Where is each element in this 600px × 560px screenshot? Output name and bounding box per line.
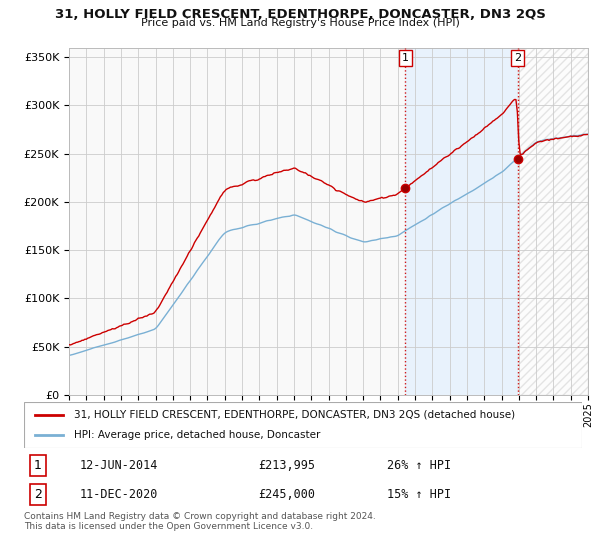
Text: 31, HOLLY FIELD CRESCENT, EDENTHORPE, DONCASTER, DN3 2QS: 31, HOLLY FIELD CRESCENT, EDENTHORPE, DO… xyxy=(55,8,545,21)
Text: 2: 2 xyxy=(514,53,521,63)
Text: Contains HM Land Registry data © Crown copyright and database right 2024.
This d: Contains HM Land Registry data © Crown c… xyxy=(24,512,376,531)
Text: £245,000: £245,000 xyxy=(259,488,316,501)
Text: 15% ↑ HPI: 15% ↑ HPI xyxy=(387,488,451,501)
Text: £213,995: £213,995 xyxy=(259,459,316,472)
Text: 2: 2 xyxy=(34,488,42,501)
Text: Price paid vs. HM Land Registry's House Price Index (HPI): Price paid vs. HM Land Registry's House … xyxy=(140,18,460,29)
Bar xyxy=(518,48,588,395)
Bar xyxy=(406,48,518,395)
Text: 1: 1 xyxy=(34,459,42,472)
Text: 26% ↑ HPI: 26% ↑ HPI xyxy=(387,459,451,472)
Text: 11-DEC-2020: 11-DEC-2020 xyxy=(80,488,158,501)
FancyBboxPatch shape xyxy=(24,402,582,448)
Text: 12-JUN-2014: 12-JUN-2014 xyxy=(80,459,158,472)
Text: 31, HOLLY FIELD CRESCENT, EDENTHORPE, DONCASTER, DN3 2QS (detached house): 31, HOLLY FIELD CRESCENT, EDENTHORPE, DO… xyxy=(74,410,515,420)
Text: 1: 1 xyxy=(402,53,409,63)
Text: HPI: Average price, detached house, Doncaster: HPI: Average price, detached house, Donc… xyxy=(74,430,320,440)
